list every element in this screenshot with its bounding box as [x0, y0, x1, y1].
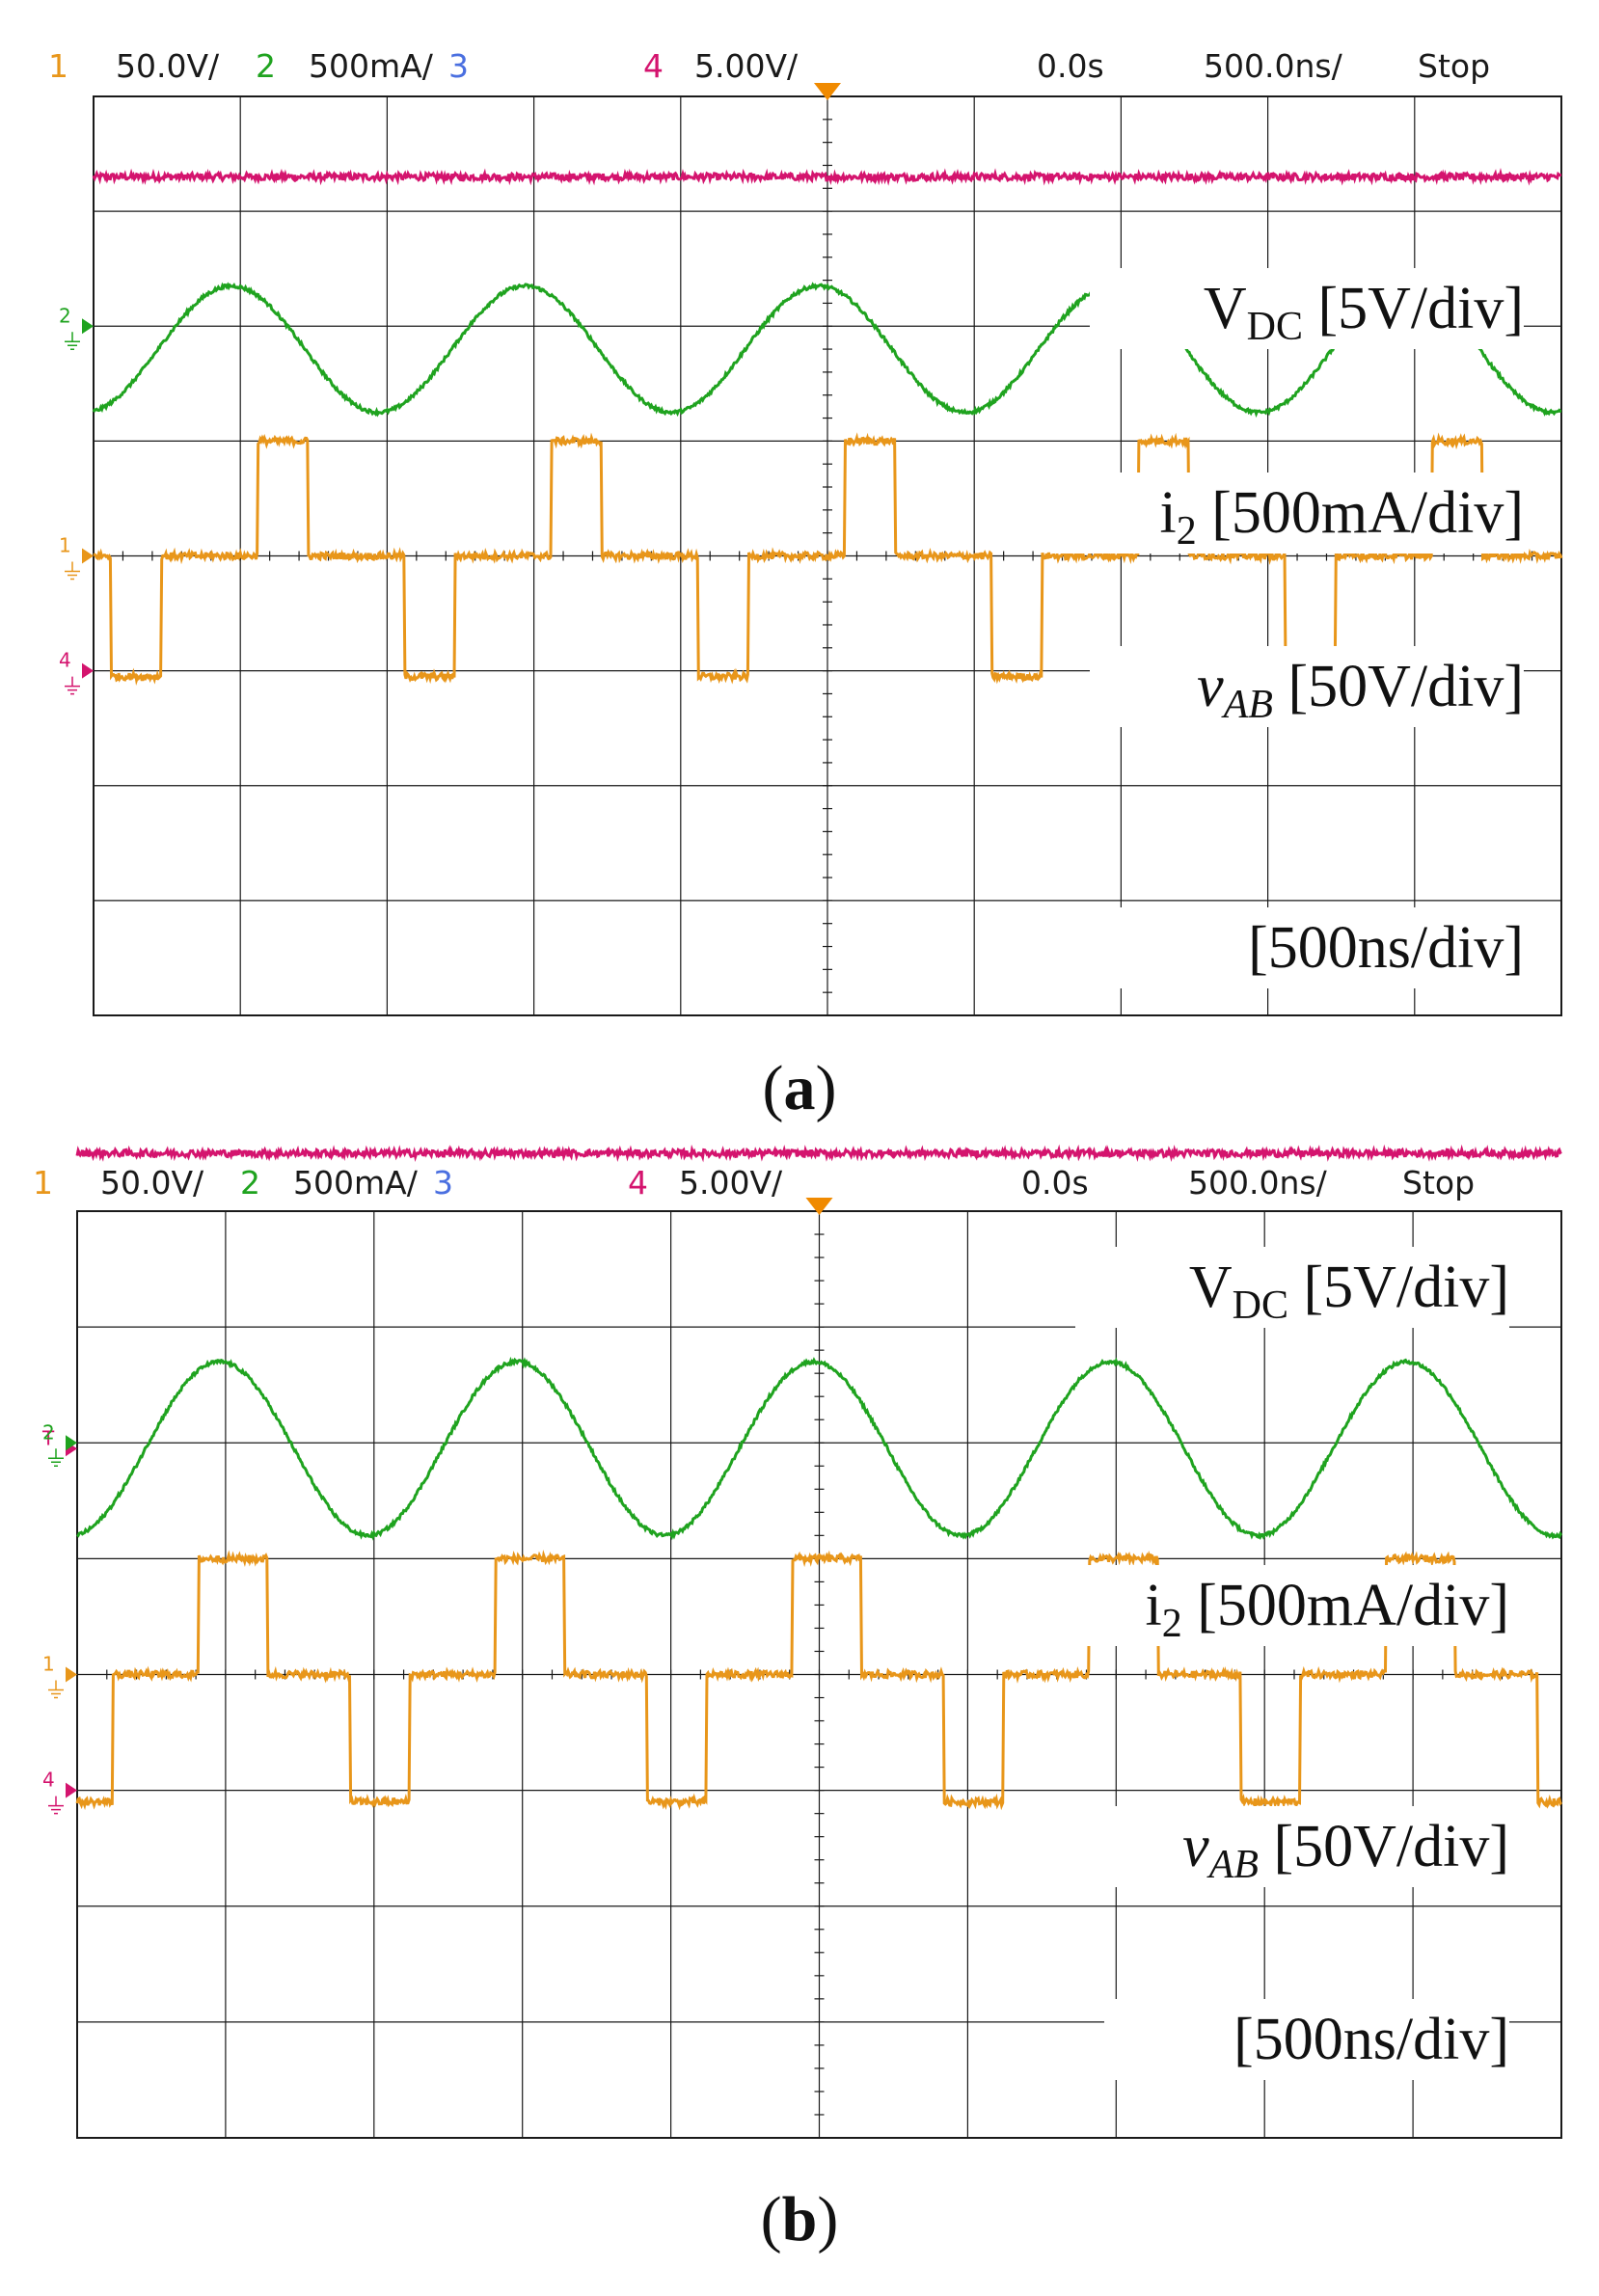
panel-a: 150.0V/2500mA/345.00V/0.0s500.0ns/StopT2…: [48, 47, 1563, 1016]
trigger-position-marker: [805, 1198, 833, 1215]
ground-icon: [48, 1796, 64, 1815]
channel-marker-4: 4: [59, 649, 71, 672]
header-ch3-num: 3: [448, 47, 469, 85]
header-time-offset: 0.0s: [1037, 47, 1104, 85]
trace-i2: [76, 1356, 1563, 1541]
annotation-background: [1104, 1999, 1509, 2080]
annotation-background: [1075, 1247, 1509, 1328]
header-ch2-num: 2: [240, 1164, 260, 1202]
annotation-symbol: V: [1204, 276, 1247, 341]
annotation-background: [1037, 1565, 1509, 1646]
annotation-scale: [50V/div]: [1273, 654, 1524, 719]
header-ch1-num: 1: [48, 47, 68, 85]
trace-i2: [92, 281, 1562, 419]
header-time-offset: 0.0s: [1021, 1164, 1089, 1202]
annotation-background: [1119, 907, 1524, 988]
annotation-symbol: v: [1182, 1814, 1209, 1879]
ground-icon: [65, 676, 80, 695]
ground-icon: [48, 1448, 64, 1467]
annotation-scale: [500ns/div]: [1233, 2007, 1509, 2072]
channel-marker-arrow: [66, 1435, 77, 1451]
ground-icon: [65, 561, 80, 581]
header-ch4-scale: 5.00V/: [694, 47, 799, 85]
annotation-symbol: i: [1160, 480, 1177, 546]
caption-b: (b): [761, 2184, 839, 2255]
annotation-vab: vAB [50V/div]: [1182, 1814, 1509, 1887]
annotation-i2: i2 [500mA/div]: [1146, 1573, 1509, 1646]
header-time-scale: 500.0ns/: [1188, 1164, 1328, 1202]
annotation-timebase: [500ns/div]: [1233, 2007, 1509, 2072]
annotation-symbol: V: [1189, 1255, 1233, 1320]
annotation-scale: [500mA/div]: [1197, 480, 1524, 546]
annotation-background: [1090, 268, 1524, 349]
channel-marker-arrow: [82, 318, 94, 335]
annotation-background: [1090, 646, 1524, 727]
header-ch1-num: 1: [33, 1164, 53, 1202]
panel-b: 1 50.0V/2 500mA/3 4 5.00V/0.0s 500.0ns/StopT2…: [33, 1144, 1563, 2139]
annotation-subscript: DC: [1247, 305, 1303, 349]
annotation-background: [1075, 1806, 1509, 1887]
annotation-vab: vAB [50V/div]: [1197, 654, 1524, 727]
channel-marker-4: 4: [42, 1769, 55, 1792]
annotation-subscript: DC: [1233, 1283, 1288, 1328]
annotation-symbol: v: [1197, 654, 1224, 719]
header-ch4-scale: 5.00V/: [679, 1164, 783, 1202]
header-ch4-num: 4: [643, 47, 664, 85]
annotation-vdc: VDC [5V/div]: [1204, 276, 1524, 349]
header-ch1-scale: 50.0V/: [116, 47, 220, 85]
header-ch2-scale: 500mA/: [293, 1164, 419, 1202]
annotation-scale: [500mA/div]: [1182, 1573, 1509, 1638]
annotation-background: [1051, 473, 1524, 554]
channel-marker-1: 1: [59, 534, 71, 557]
header-ch4-num: 4: [628, 1164, 648, 1202]
ground-icon: [65, 332, 80, 350]
trace-VDC: [92, 167, 1562, 186]
channel-marker-arrow: [82, 662, 94, 679]
annotation-symbol: i: [1146, 1573, 1162, 1638]
annotation-scale: [500ns/div]: [1248, 915, 1524, 981]
caption-a: (a): [763, 1053, 837, 1123]
header-ch2-scale: 500mA/: [309, 47, 434, 85]
annotation-i2: i2 [500mA/div]: [1160, 480, 1524, 554]
annotation-vdc: VDC [5V/div]: [1189, 1255, 1509, 1328]
header-ch1-scale: 50.0V/: [100, 1164, 204, 1202]
channel-marker-2: 2: [42, 1420, 55, 1444]
header-ch3-num: 3: [433, 1164, 453, 1202]
channel-marker-2: 2: [59, 304, 71, 327]
ground-icon: [48, 1680, 64, 1699]
annotation-timebase: [500ns/div]: [1248, 915, 1524, 981]
annotation-subscript: AB: [1221, 683, 1273, 727]
annotation-scale: [5V/div]: [1303, 276, 1524, 341]
trace-vAB: [75, 1550, 1563, 1811]
trigger-position-marker: [814, 83, 841, 100]
channel-marker-arrow: [82, 548, 94, 564]
trace-VDC: [75, 1144, 1562, 1163]
annotation-subscript: 2: [1162, 1602, 1182, 1646]
header-time-scale: 500.0ns/: [1204, 47, 1343, 85]
annotation-subscript: 2: [1177, 509, 1197, 554]
annotation-scale: [5V/div]: [1288, 1255, 1509, 1320]
channel-marker-T: T: [41, 1426, 55, 1449]
channel-marker-1: 1: [42, 1653, 55, 1676]
channel-marker-arrow: [66, 1782, 77, 1798]
header-status: Stop: [1402, 1164, 1475, 1202]
annotation-scale: [50V/div]: [1259, 1814, 1509, 1879]
channel-marker-arrow: [66, 1666, 77, 1683]
annotation-subscript: AB: [1206, 1843, 1259, 1887]
header-status: Stop: [1418, 47, 1490, 85]
header-ch2-num: 2: [256, 47, 276, 85]
